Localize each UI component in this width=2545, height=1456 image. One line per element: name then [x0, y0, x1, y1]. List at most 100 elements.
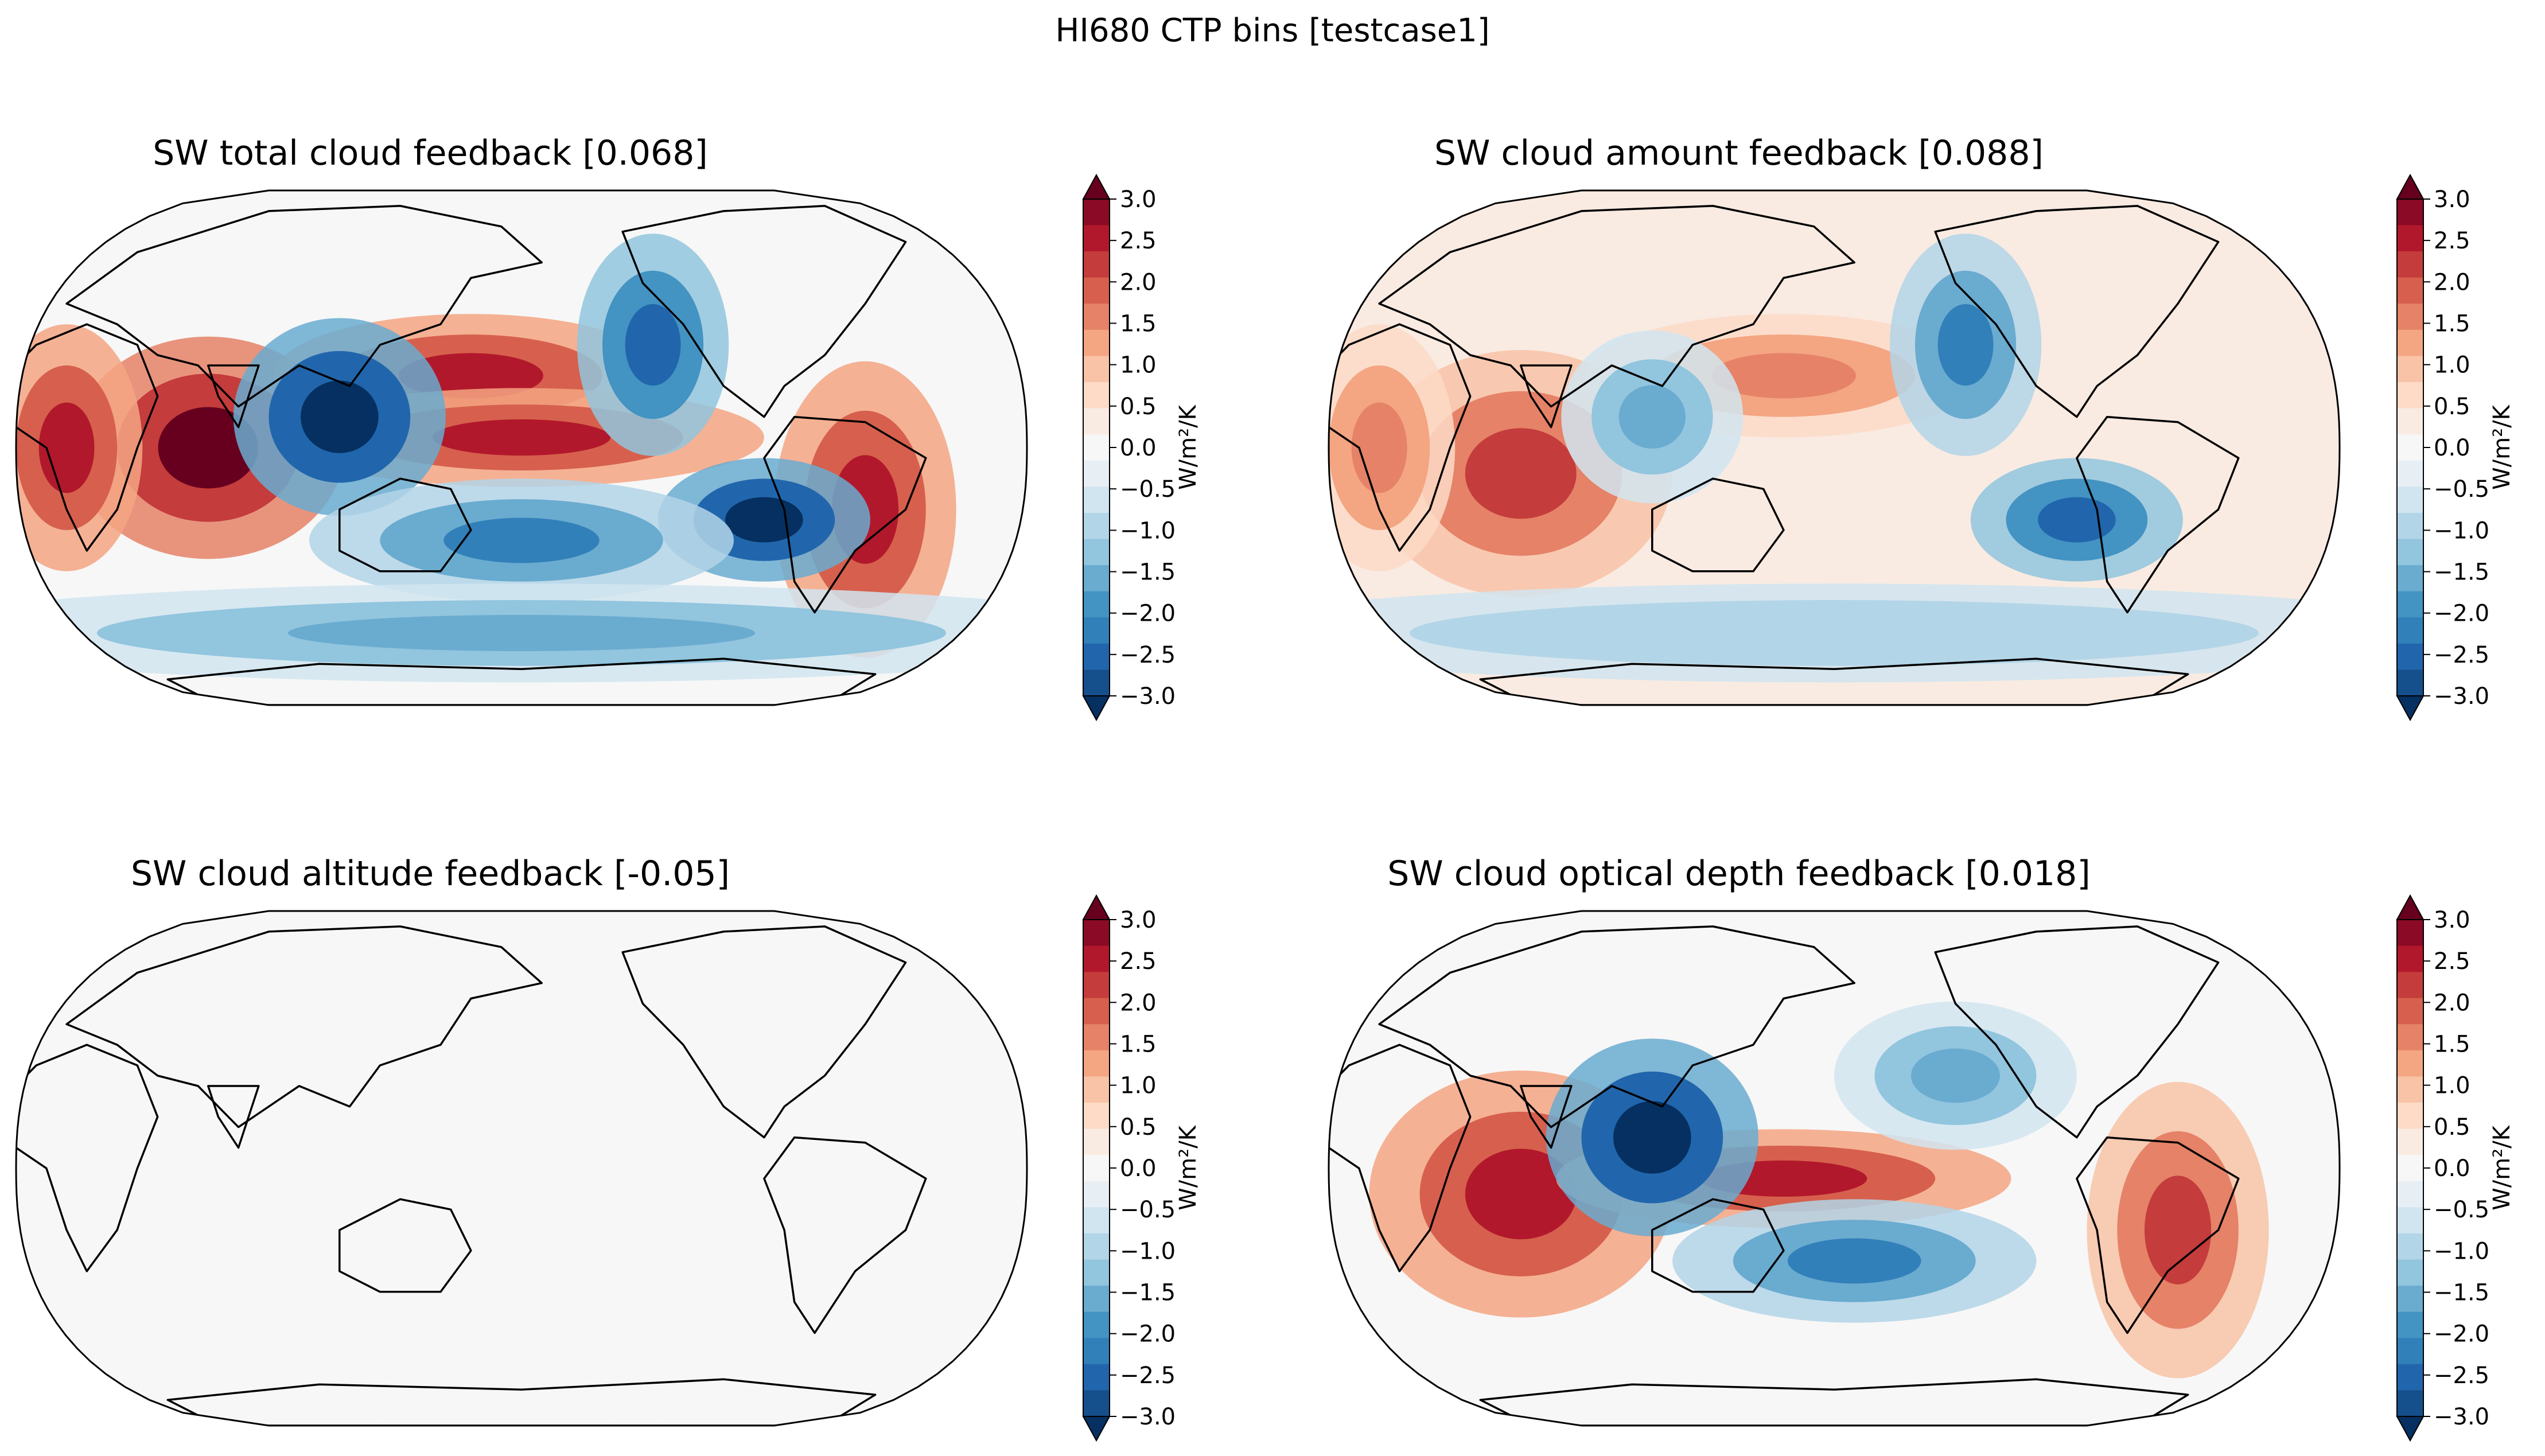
- colorbar-band: [2397, 251, 2423, 278]
- coastline: [16, 1044, 159, 1272]
- colorbar-tick-label: 1.0: [1120, 352, 1157, 379]
- colorbar-band: [2397, 277, 2423, 305]
- colorbar-band: [1083, 356, 1110, 383]
- colorbar-band: [2397, 1390, 2423, 1417]
- colorbar-extend-min: [2396, 1416, 2425, 1442]
- sw-total-title: SW total cloud feedback [0.068]: [153, 133, 708, 173]
- coastline: [2076, 415, 2240, 614]
- colorbar-tick-label: −1.5: [1120, 559, 1176, 586]
- region-core: [1787, 1238, 1921, 1284]
- colorbar-tick-label: −2.5: [2434, 642, 2489, 668]
- region-core: [1618, 385, 1686, 449]
- region-core: [443, 517, 600, 563]
- colorbar-tick-label: 2.5: [1120, 228, 1157, 254]
- colorbar-tick-label: −3.0: [1120, 683, 1176, 710]
- colorbar-band: [1083, 945, 1110, 972]
- region-core: [2144, 1175, 2212, 1284]
- colorbar-tick-label: 3.0: [1120, 186, 1157, 213]
- coastline: [1651, 1198, 1785, 1293]
- coastline: [1520, 1085, 1573, 1149]
- colorbar-tick-label: 1.0: [2434, 1073, 2470, 1099]
- colorbar-tick-label: 1.0: [2434, 352, 2470, 379]
- colorbar-band: [2397, 408, 2423, 435]
- map-frame: [1328, 189, 2341, 706]
- colorbar-band: [1083, 225, 1110, 252]
- coastline: [65, 205, 543, 408]
- colorbar-band: [1083, 972, 1110, 999]
- region-core: [38, 402, 95, 493]
- colorbar-band: [2397, 1024, 2423, 1051]
- sw-amount-colorbar: 3.0 2.5 2.0 1.5 1.0 0.5 0.0 −0.5 −1.0 −1.5 −2.0 −2.…: [2396, 173, 2515, 722]
- coastline: [1934, 925, 2220, 1139]
- colorbar-band: [2397, 434, 2423, 461]
- colorbar-tick-label: 0.5: [2434, 1114, 2470, 1140]
- colorbar-band: [1083, 1259, 1110, 1286]
- sw-total-panel: SW total cloud feedback [0.068] 3.0 2.5 2.0…: [15, 133, 1201, 722]
- colorbar-tick-label: 0.0: [1120, 1155, 1157, 1182]
- coastline: [1378, 925, 1855, 1128]
- colorbar-tick-label: 0.5: [2434, 394, 2470, 420]
- coastline: [338, 477, 472, 573]
- colorbar-units-label: W/m²/K: [1175, 404, 1201, 490]
- colorbar-band: [2397, 199, 2423, 226]
- colorbar-band: [2397, 1233, 2423, 1260]
- colorbar-tick-label: 3.0: [1120, 907, 1157, 933]
- sw-amount-title: SW cloud amount feedback [0.088]: [1434, 133, 2044, 173]
- colorbar-band: [1083, 382, 1110, 409]
- colorbar-band: [1083, 1286, 1110, 1313]
- region-core: [1613, 1101, 1691, 1174]
- colorbar-band: [2397, 945, 2423, 972]
- colorbar-tick-label: −0.5: [2434, 476, 2489, 503]
- colorbar-extend-max: [1082, 173, 1111, 200]
- colorbar-tick-label: 2.5: [1120, 948, 1157, 975]
- sw-optical-depth-title: SW cloud optical depth feedback [0.018]: [1387, 854, 2091, 894]
- coastline: [16, 323, 159, 552]
- coastline: [2076, 1136, 2240, 1334]
- coastline: [65, 925, 543, 1128]
- colorbar-tick-label: 3.0: [2434, 186, 2470, 213]
- colorbar-band: [1083, 329, 1110, 357]
- colorbar-band: [2397, 539, 2423, 566]
- colorbar-band: [1083, 539, 1110, 566]
- region-core: [432, 419, 611, 456]
- colorbar-tick-label: 0.0: [2434, 1155, 2470, 1182]
- colorbar-extend-min: [1082, 1416, 1111, 1442]
- sw-optical-depth-panel: SW cloud optical depth feedback [0.018] 3…: [1328, 854, 2515, 1442]
- colorbar-band: [1083, 1338, 1110, 1365]
- colorbar-band: [1083, 920, 1110, 947]
- colorbar-tick-label: −3.0: [1120, 1404, 1176, 1430]
- colorbar-band: [1083, 486, 1110, 513]
- colorbar-extend-min: [1082, 695, 1111, 722]
- colorbar-tick-label: −1.0: [2434, 1238, 2489, 1264]
- colorbar-tick-label: −2.5: [1120, 642, 1176, 668]
- colorbar-band: [2397, 972, 2423, 999]
- colorbar-tick-label: −3.0: [2434, 683, 2489, 710]
- colorbar-band: [1083, 251, 1110, 278]
- colorbar-band: [1083, 1364, 1110, 1391]
- sw-amount-map: [1329, 190, 2340, 705]
- colorbar-band: [1083, 1024, 1110, 1051]
- colorbar-band: [1083, 199, 1110, 226]
- sw-altitude-map: [16, 911, 1027, 1426]
- colorbar-band: [2397, 303, 2423, 330]
- region-core: [287, 614, 756, 651]
- colorbar-units-label: W/m²/K: [2489, 404, 2515, 490]
- coastline: [207, 1085, 260, 1149]
- colorbar-band: [1083, 1076, 1110, 1103]
- colorbar-tick-label: 2.5: [2434, 948, 2470, 975]
- colorbar-tick-label: 2.5: [2434, 228, 2470, 254]
- colorbar-band: [2397, 643, 2423, 671]
- colorbar-band: [2397, 1128, 2423, 1156]
- coastline: [166, 1378, 877, 1426]
- colorbar-extend-min: [2396, 695, 2425, 722]
- coastline: [1329, 323, 1472, 552]
- coastline: [1479, 1378, 2189, 1426]
- coastline: [763, 415, 927, 614]
- colorbar-tick-label: −0.5: [1120, 1197, 1176, 1223]
- coastline: [207, 364, 260, 429]
- colorbar-band: [1083, 617, 1110, 644]
- colorbar-band: [2397, 356, 2423, 383]
- colorbar-tick-label: 0.5: [1120, 394, 1157, 420]
- sw-optical-depth-map: [1329, 911, 2340, 1426]
- region-core: [1600, 614, 2068, 651]
